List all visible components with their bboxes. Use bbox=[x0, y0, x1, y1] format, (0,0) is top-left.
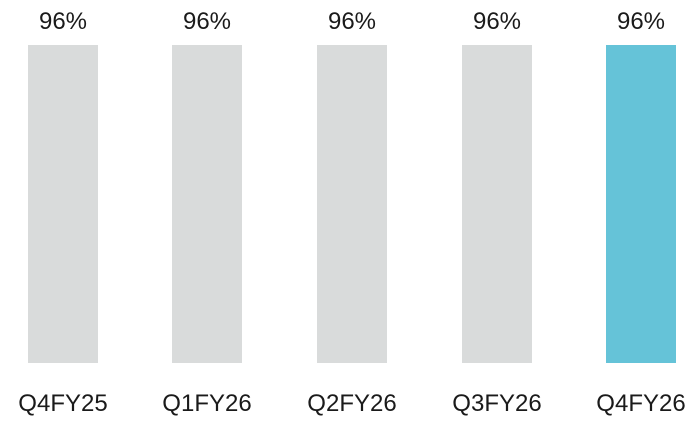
bar-q2fy26 bbox=[317, 45, 387, 363]
x-tick-label-q4fy25: Q4FY25 bbox=[18, 390, 107, 417]
x-tick-label-q3fy26: Q3FY26 bbox=[452, 390, 541, 417]
data-label-q2fy26: 96% bbox=[328, 8, 376, 35]
x-tick-label-q1fy26: Q1FY26 bbox=[162, 390, 251, 417]
bar-q4fy26 bbox=[606, 45, 676, 363]
data-label-q4fy25: 96% bbox=[39, 8, 87, 35]
data-label-q1fy26: 96% bbox=[183, 8, 231, 35]
bar-q3fy26 bbox=[462, 45, 532, 363]
data-label-q3fy26: 96% bbox=[473, 8, 521, 35]
bar-q1fy26 bbox=[172, 45, 242, 363]
x-tick-label-q4fy26: Q4FY26 bbox=[596, 390, 685, 417]
data-label-q4fy26: 96% bbox=[617, 8, 665, 35]
x-tick-label-q2fy26: Q2FY26 bbox=[307, 390, 396, 417]
bar-q4fy25 bbox=[28, 45, 98, 363]
